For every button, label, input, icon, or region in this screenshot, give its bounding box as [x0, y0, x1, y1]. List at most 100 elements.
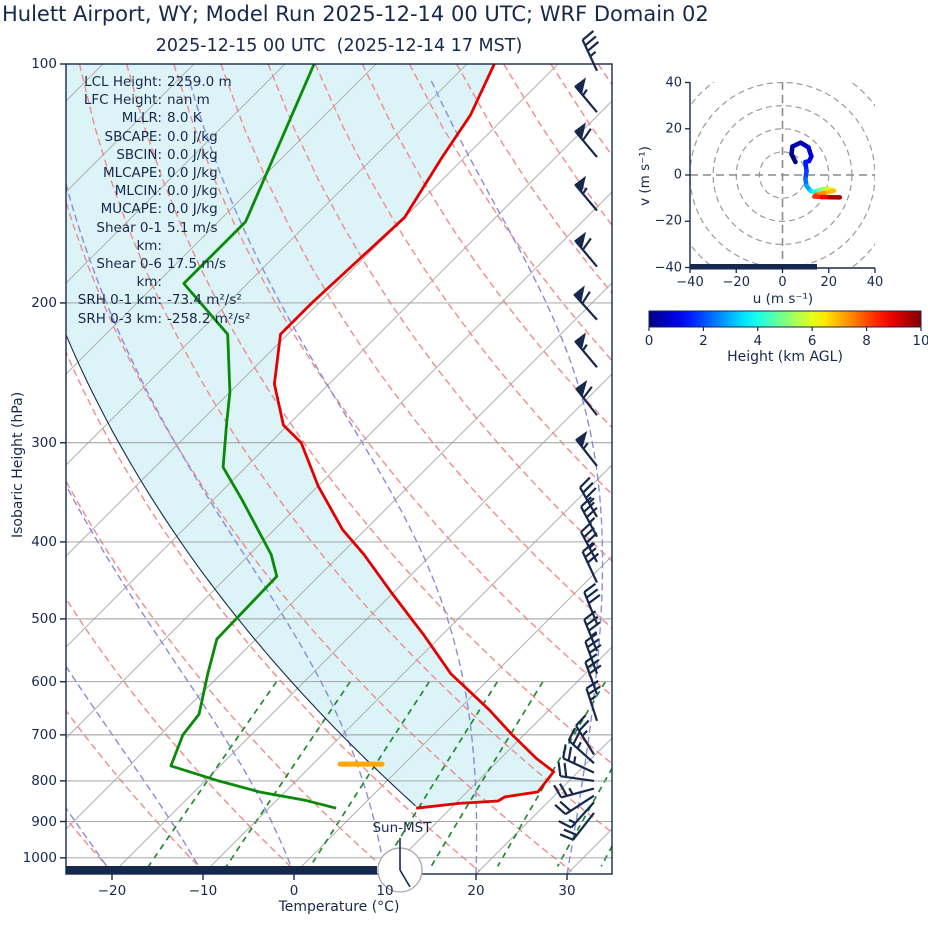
colorbar-tick-label: 0	[644, 333, 654, 349]
moist-adiabat-line	[66, 807, 113, 874]
isotherm-line	[66, 64, 377, 375]
hodo-y-tick-label: −40	[654, 260, 682, 275]
isotherm-line	[111, 373, 612, 874]
x-tick-label: −10	[188, 883, 218, 899]
wind-barb	[579, 476, 598, 518]
stat-row: MUCAPE: 0.0 J/kg	[70, 200, 250, 218]
isotherm-line	[66, 100, 612, 648]
stat-label: SRH 0-3 km:	[77, 310, 162, 327]
y-tick-label: 700	[31, 726, 57, 743]
y-tick-label: 800	[31, 772, 57, 789]
stat-value: 0.0 J/kg	[167, 128, 218, 145]
stat-row: MLLR: 8.0 K	[70, 109, 250, 127]
stat-row: MLCIN: 0.0 J/kg	[70, 182, 250, 200]
stat-row: Shear 0-6 km: 17.5 m/s	[70, 255, 250, 291]
dry-adiabat-line	[125, 64, 612, 765]
dewpoint-profile-line	[169, 64, 337, 810]
stat-label: MUCAPE:	[100, 201, 162, 218]
height-colorbar	[648, 310, 922, 328]
wind-barb	[580, 496, 598, 538]
y-tick-label: 200	[31, 294, 57, 311]
dry-adiabat-line	[503, 64, 612, 227]
stat-value: 8.0 K	[167, 110, 202, 127]
stat-row: Shear 0-1 km: 5.1 m/s	[70, 219, 250, 255]
x-tick-label: −20	[97, 883, 127, 899]
dry-adiabat-line	[645, 64, 928, 871]
colorbar-tick-label: 2	[699, 333, 708, 349]
y-tick-label: 300	[31, 434, 57, 451]
stat-label: Shear 0-6 km:	[96, 256, 162, 291]
hodograph-x-label: u (m s⁻¹)	[752, 291, 814, 307]
hodo-x-tick-label: 40	[866, 275, 884, 290]
stat-row: SRH 0-3 km: -258.2 m²/s²	[70, 310, 251, 328]
y-tick-label: 500	[31, 610, 57, 627]
hodo-x-tick-label: 0	[778, 275, 787, 290]
stat-label: SRH 0-1 km:	[77, 292, 162, 309]
x-tick-label: 0	[289, 883, 299, 899]
stat-value: nan m	[167, 92, 210, 109]
x-tick-label: 10	[376, 883, 394, 899]
y-tick-label: 1000	[22, 849, 57, 866]
page-title: Hulett Airport, WY; Model Run 2025-12-14…	[2, 2, 709, 26]
stat-label: MLCAPE:	[102, 165, 162, 182]
wind-barb	[567, 727, 595, 765]
y-tick-label: 100	[31, 56, 57, 72]
moist-adiabat-line	[658, 78, 816, 875]
dry-adiabat-line	[550, 64, 612, 157]
wind-barb	[585, 679, 601, 722]
isotherm-line	[475, 737, 612, 874]
wind-barb	[558, 801, 595, 829]
wind-barb	[580, 521, 598, 563]
mixing-ratio-line	[636, 682, 735, 867]
temperature-profile-line	[273, 64, 556, 810]
colorbar-tick-label: 6	[807, 333, 817, 349]
isotherm-line	[293, 555, 612, 874]
isotherm-line	[658, 64, 928, 874]
mixing-ratio-line	[225, 681, 351, 867]
stat-value: -258.2 m²/s²	[167, 310, 251, 327]
wind-barb	[575, 430, 598, 467]
sounding-indices-block: LCL Height: 2259.0 m LFC Height: nan m MLLR:…	[70, 73, 251, 328]
hodo-x-tick-label: 20	[820, 275, 838, 290]
wind-barb	[559, 812, 595, 841]
colorbar-tick-label: 4	[753, 333, 763, 349]
stat-label: SBCIN:	[116, 146, 162, 163]
sun-time-label: Sun-MST	[372, 820, 432, 836]
wind-barb	[575, 379, 598, 416]
stat-label: LFC Height:	[83, 92, 162, 109]
wind-barb	[581, 541, 600, 584]
stat-label: Shear 0-1 km:	[96, 219, 162, 254]
hodograph-y-label: v (m s⁻¹)	[637, 146, 653, 206]
moist-adiabat-line	[66, 665, 204, 874]
wind-barb	[554, 794, 595, 816]
colorbar-tick-label: 10	[912, 333, 928, 349]
isotherm-line	[66, 64, 286, 284]
y-axis-label: Isobaric Height (hPa)	[10, 391, 26, 538]
hodograph	[685, 81, 876, 273]
daylight-bar	[66, 866, 377, 874]
mixing-ratio-line	[430, 681, 544, 867]
wind-barb	[581, 30, 600, 72]
dry-adiabat-line	[66, 709, 205, 872]
mixing-ratio-line	[382, 681, 499, 867]
stat-value: 2259.0 m	[167, 74, 232, 90]
dry-adiabat-line	[267, 64, 612, 563]
dry-adiabat-line	[66, 479, 389, 872]
stat-value: 0.0 J/kg	[167, 201, 218, 218]
wind-barb	[557, 762, 595, 782]
hodo-y-tick-label: 40	[665, 75, 682, 90]
colorbar-label: Height (km AGL)	[727, 349, 843, 365]
isotherm-line	[66, 64, 559, 557]
y-tick-label: 600	[31, 673, 57, 690]
cin-shaded-area	[66, 64, 554, 809]
mixing-ratio-line	[147, 681, 278, 867]
x-axis-label: Temperature (°C)	[278, 899, 400, 915]
dry-adiabat-line	[692, 64, 928, 871]
isotherm-line	[66, 282, 612, 830]
isotherm-line	[66, 191, 612, 739]
moist-adiabat-line	[429, 77, 604, 874]
stat-row: SRH 0-1 km: -73.4 m²/s²	[70, 291, 250, 309]
dry-adiabat-line	[220, 64, 612, 630]
stat-value: -73.4 m²/s²	[167, 292, 242, 309]
colorbar-tick-label: 8	[862, 333, 871, 349]
